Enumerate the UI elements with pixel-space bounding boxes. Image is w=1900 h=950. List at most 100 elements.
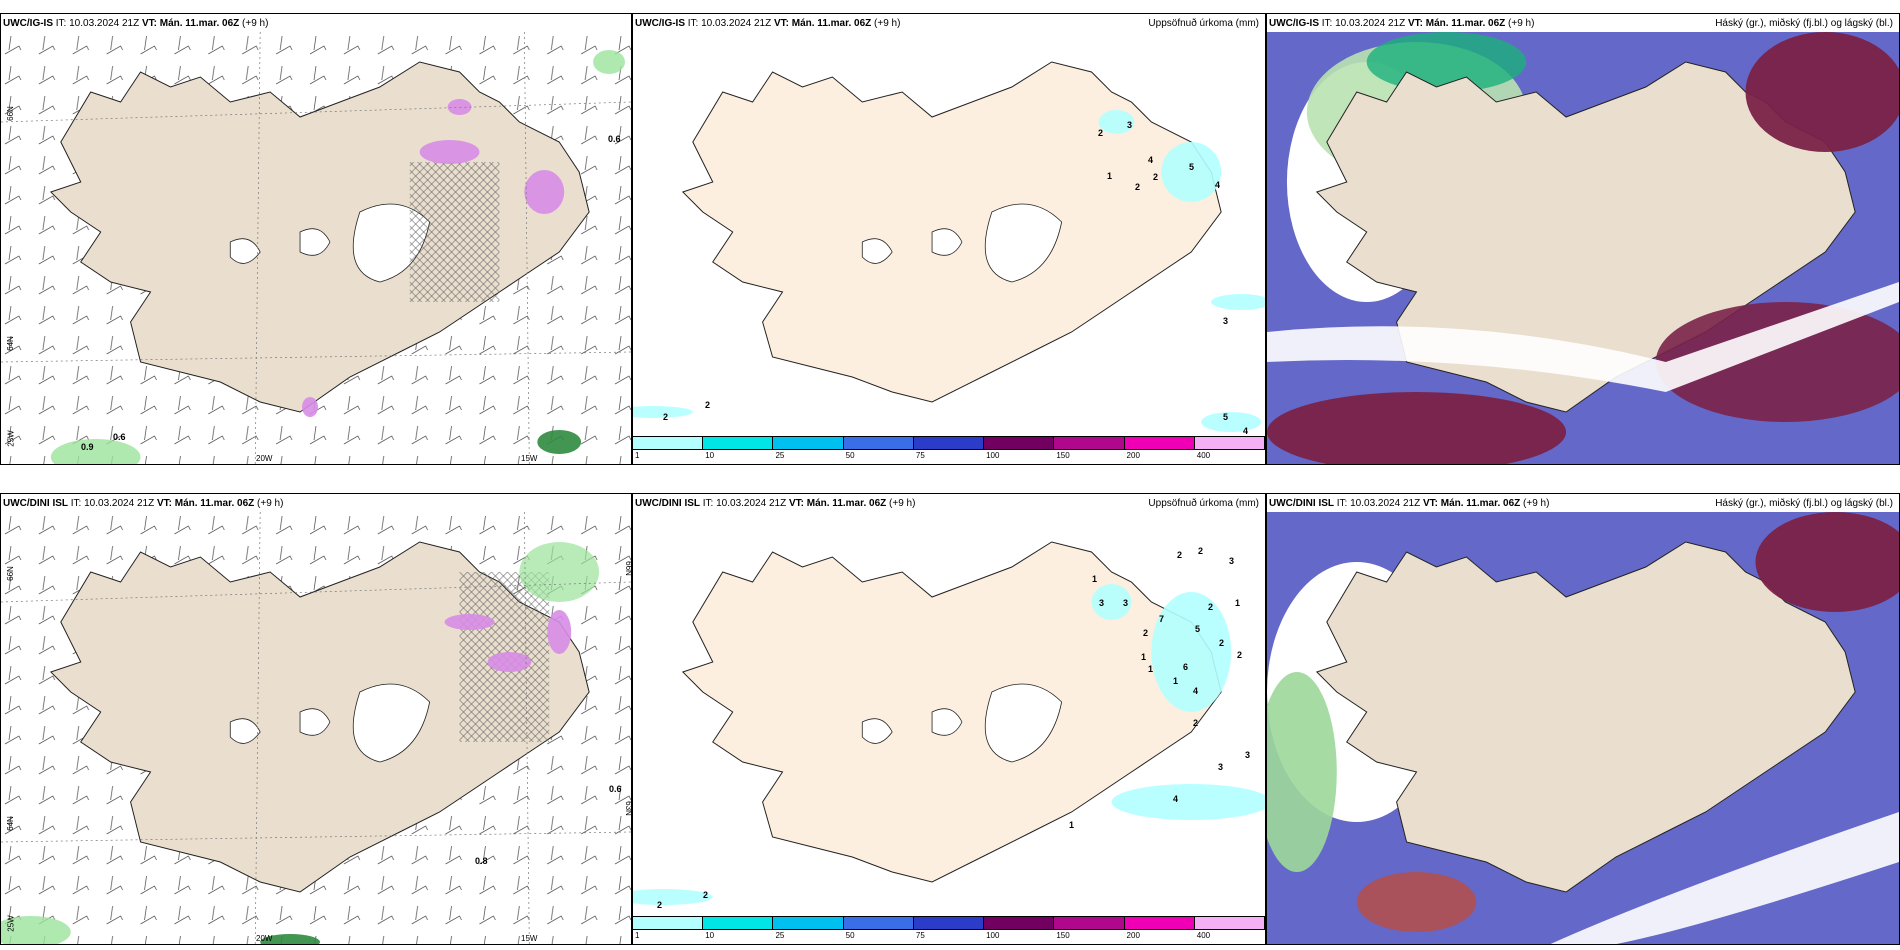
panel-wind-bottom: UWC/DINI ISL IT: 10.03.2024 21Z VT: Mán.…	[0, 493, 632, 945]
colorbar-tick: 25	[775, 451, 785, 460]
panel-wind-top: UWC/IG-IS IT: 10.03.2024 21Z VT: Mán. 11…	[0, 13, 632, 465]
colorbar-swatch	[703, 437, 774, 449]
precip-value: 1	[1092, 574, 1098, 584]
precip-value: 2	[657, 900, 663, 910]
panel-title: UWC/DINI ISL IT: 10.03.2024 21Z VT: Mán.…	[1269, 498, 1550, 509]
colorbar-swatch	[984, 917, 1055, 929]
precip-value: 4	[1148, 155, 1154, 165]
lon-label: 15W	[521, 934, 538, 943]
colorbar-swatch	[633, 917, 704, 929]
colorbar-tick: 50	[845, 451, 855, 460]
precip-value: 2	[1153, 172, 1159, 182]
colorbar-tick: 10	[705, 451, 715, 460]
precip-value: 3	[1123, 598, 1129, 608]
precip-value: 2	[1135, 182, 1141, 192]
colorbar-tick: 1	[635, 451, 640, 460]
colorbar-swatch	[1054, 437, 1125, 449]
precip-value: 2	[1198, 546, 1204, 556]
panel-title: UWC/IG-IS IT: 10.03.2024 21Z VT: Mán. 11…	[1269, 18, 1535, 29]
colorbar-tick: 100	[986, 451, 1000, 460]
panel-subtitle: Uppsöfnuð úrkoma (mm)	[1148, 18, 1259, 29]
precip-value: 2	[703, 890, 709, 900]
colorbar-swatch	[1124, 437, 1195, 449]
colorbar-swatch	[1194, 917, 1265, 929]
lon-label: 20W	[256, 454, 273, 463]
iceland-map	[1, 32, 631, 464]
wind-value: 0.8	[475, 856, 488, 866]
iceland-map	[633, 512, 1265, 916]
precip-value: 1	[1148, 664, 1154, 674]
panel-cloud-bottom: UWC/DINI ISL IT: 10.03.2024 21Z VT: Mán.…	[1266, 493, 1900, 945]
precip-value: 2	[1177, 550, 1183, 560]
colorbar-swatch	[773, 917, 844, 929]
iceland-map	[1267, 512, 1899, 944]
colorbar-swatch	[1124, 917, 1195, 929]
lon-label: 15W	[521, 454, 538, 463]
colorbar-tick: 10	[705, 931, 715, 940]
precip-value: 5	[1223, 412, 1229, 422]
iceland-map	[1267, 32, 1899, 464]
lat-label: 66N	[5, 106, 15, 121]
precip-value: 2	[663, 412, 669, 422]
wind-value: 0.6	[609, 784, 622, 794]
precip-value: 1	[1235, 598, 1241, 608]
colorbar-swatch	[773, 437, 844, 449]
colorbar-tick: 150	[1056, 931, 1070, 940]
panel-subtitle: Uppsöfnuð úrkoma (mm)	[1148, 498, 1259, 509]
colorbar-swatch	[913, 437, 985, 449]
precip-value: 2	[1219, 638, 1225, 648]
precip-value: 1	[1141, 652, 1147, 662]
panel-title: UWC/IG-IS IT: 10.03.2024 21Z VT: Mán. 11…	[635, 18, 901, 29]
panel-title: UWC/DINI ISL IT: 10.03.2024 21Z VT: Mán.…	[635, 498, 916, 509]
lon-label: 25W	[6, 915, 16, 932]
colorbar-swatch	[843, 917, 914, 929]
colorbar-tick: 100	[986, 931, 1000, 940]
panel-subtitle: Háský (gr.), miðský (fj.bl.) og lágský (…	[1715, 18, 1893, 29]
colorbar-swatch	[913, 917, 985, 929]
colorbar-tick: 75	[915, 931, 925, 940]
colorbar: 1 10 25 50 75 100 150 200 400	[633, 436, 1265, 460]
precip-value: 6	[1183, 662, 1189, 672]
precip-value: 3	[1229, 556, 1235, 566]
colorbar-swatch	[984, 437, 1055, 449]
colorbar-swatch	[633, 437, 704, 449]
panel-title: UWC/IG-IS IT: 10.03.2024 21Z VT: Mán. 11…	[3, 18, 269, 29]
colorbar-swatch	[843, 437, 914, 449]
precip-value: 3	[1245, 750, 1251, 760]
colorbar-tick: 1	[635, 931, 640, 940]
wind-value: 0.6	[608, 134, 621, 144]
colorbar-tick: 150	[1056, 451, 1070, 460]
lat-label: 64N	[5, 816, 15, 831]
precip-value: 3	[1099, 598, 1105, 608]
precip-value: 2	[1237, 650, 1243, 660]
precip-value: 3	[1223, 316, 1229, 326]
precip-value: 4	[1193, 686, 1199, 696]
colorbar-swatch	[1054, 917, 1125, 929]
lat-label: 63N	[623, 801, 632, 816]
colorbar-tick: 200	[1126, 931, 1140, 940]
precip-value: 1	[1069, 820, 1075, 830]
panel-subtitle: Háský (gr.), miðský (fj.bl.) og lágský (…	[1715, 498, 1893, 509]
lon-label: 25W	[6, 430, 16, 447]
colorbar: 1 10 25 50 75 100 150 200 400	[633, 916, 1265, 940]
precip-value: 3	[1218, 762, 1224, 772]
iceland-map	[633, 32, 1265, 436]
colorbar-tick: 400	[1196, 451, 1211, 460]
wind-value: 0.9	[81, 442, 94, 452]
precip-value: 3	[1127, 120, 1133, 130]
colorbar-tick: 400	[1196, 931, 1211, 940]
lat-label: 66N	[5, 566, 15, 581]
wind-value: 0.6	[113, 432, 126, 442]
colorbar-tick: 50	[845, 931, 855, 940]
iceland-map	[1, 512, 631, 944]
colorbar-tick: 200	[1126, 451, 1140, 460]
colorbar-tick: 25	[775, 931, 785, 940]
precip-value: 2	[705, 400, 711, 410]
colorbar-tick: 75	[915, 451, 925, 460]
precip-value: 2	[1208, 602, 1214, 612]
precip-value: 7	[1159, 614, 1165, 624]
precip-value: 2	[1193, 718, 1199, 728]
panel-cloud-top: UWC/IG-IS IT: 10.03.2024 21Z VT: Mán. 11…	[1266, 13, 1900, 465]
precip-value: 1	[1173, 676, 1179, 686]
precip-value: 5	[1195, 624, 1201, 634]
